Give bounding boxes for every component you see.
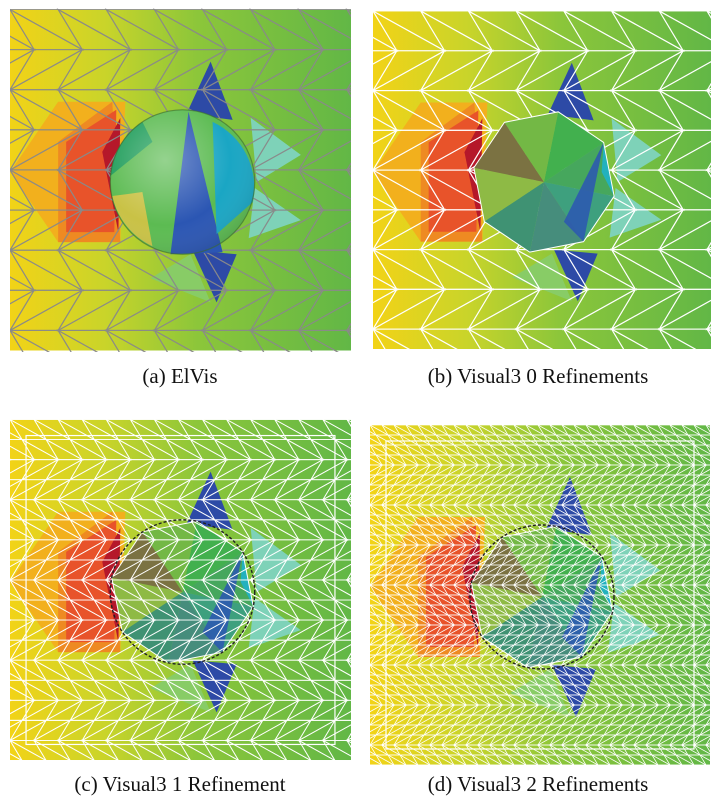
- caption-d: (d) Visual3 2 Refinements: [427, 772, 649, 796]
- sphere-surface: [111, 520, 254, 664]
- sphere-outline: [469, 524, 615, 670]
- caption-b: (b) Visual3 0 Refinements: [427, 364, 649, 388]
- mesh-lines: [10, 8, 351, 352]
- panel-b-image: [373, 9, 711, 352]
- sphere-outline: [109, 519, 256, 665]
- panel-d-visual3-2-refinements: [370, 424, 710, 766]
- sphere-surface: [470, 525, 614, 669]
- caption-a: (a) ElVis: [142, 364, 218, 388]
- refinement-frame: [385, 440, 695, 750]
- sphere-surface: [473, 111, 615, 253]
- panel-a-image: [10, 8, 351, 352]
- panel-c-image: [10, 418, 351, 762]
- refinement-frame: [25, 434, 336, 746]
- panel-b-visual3-0-refinements: [373, 8, 711, 352]
- panel-a-elvis: [10, 8, 351, 352]
- sphere-surface: [109, 109, 256, 255]
- panel-c-visual3-1-refinement: [10, 418, 351, 762]
- field-features: [10, 471, 301, 713]
- caption-c: (c) Visual3 1 Refinement: [74, 772, 286, 796]
- panel-d-image: [370, 424, 710, 766]
- field-features: [373, 62, 662, 302]
